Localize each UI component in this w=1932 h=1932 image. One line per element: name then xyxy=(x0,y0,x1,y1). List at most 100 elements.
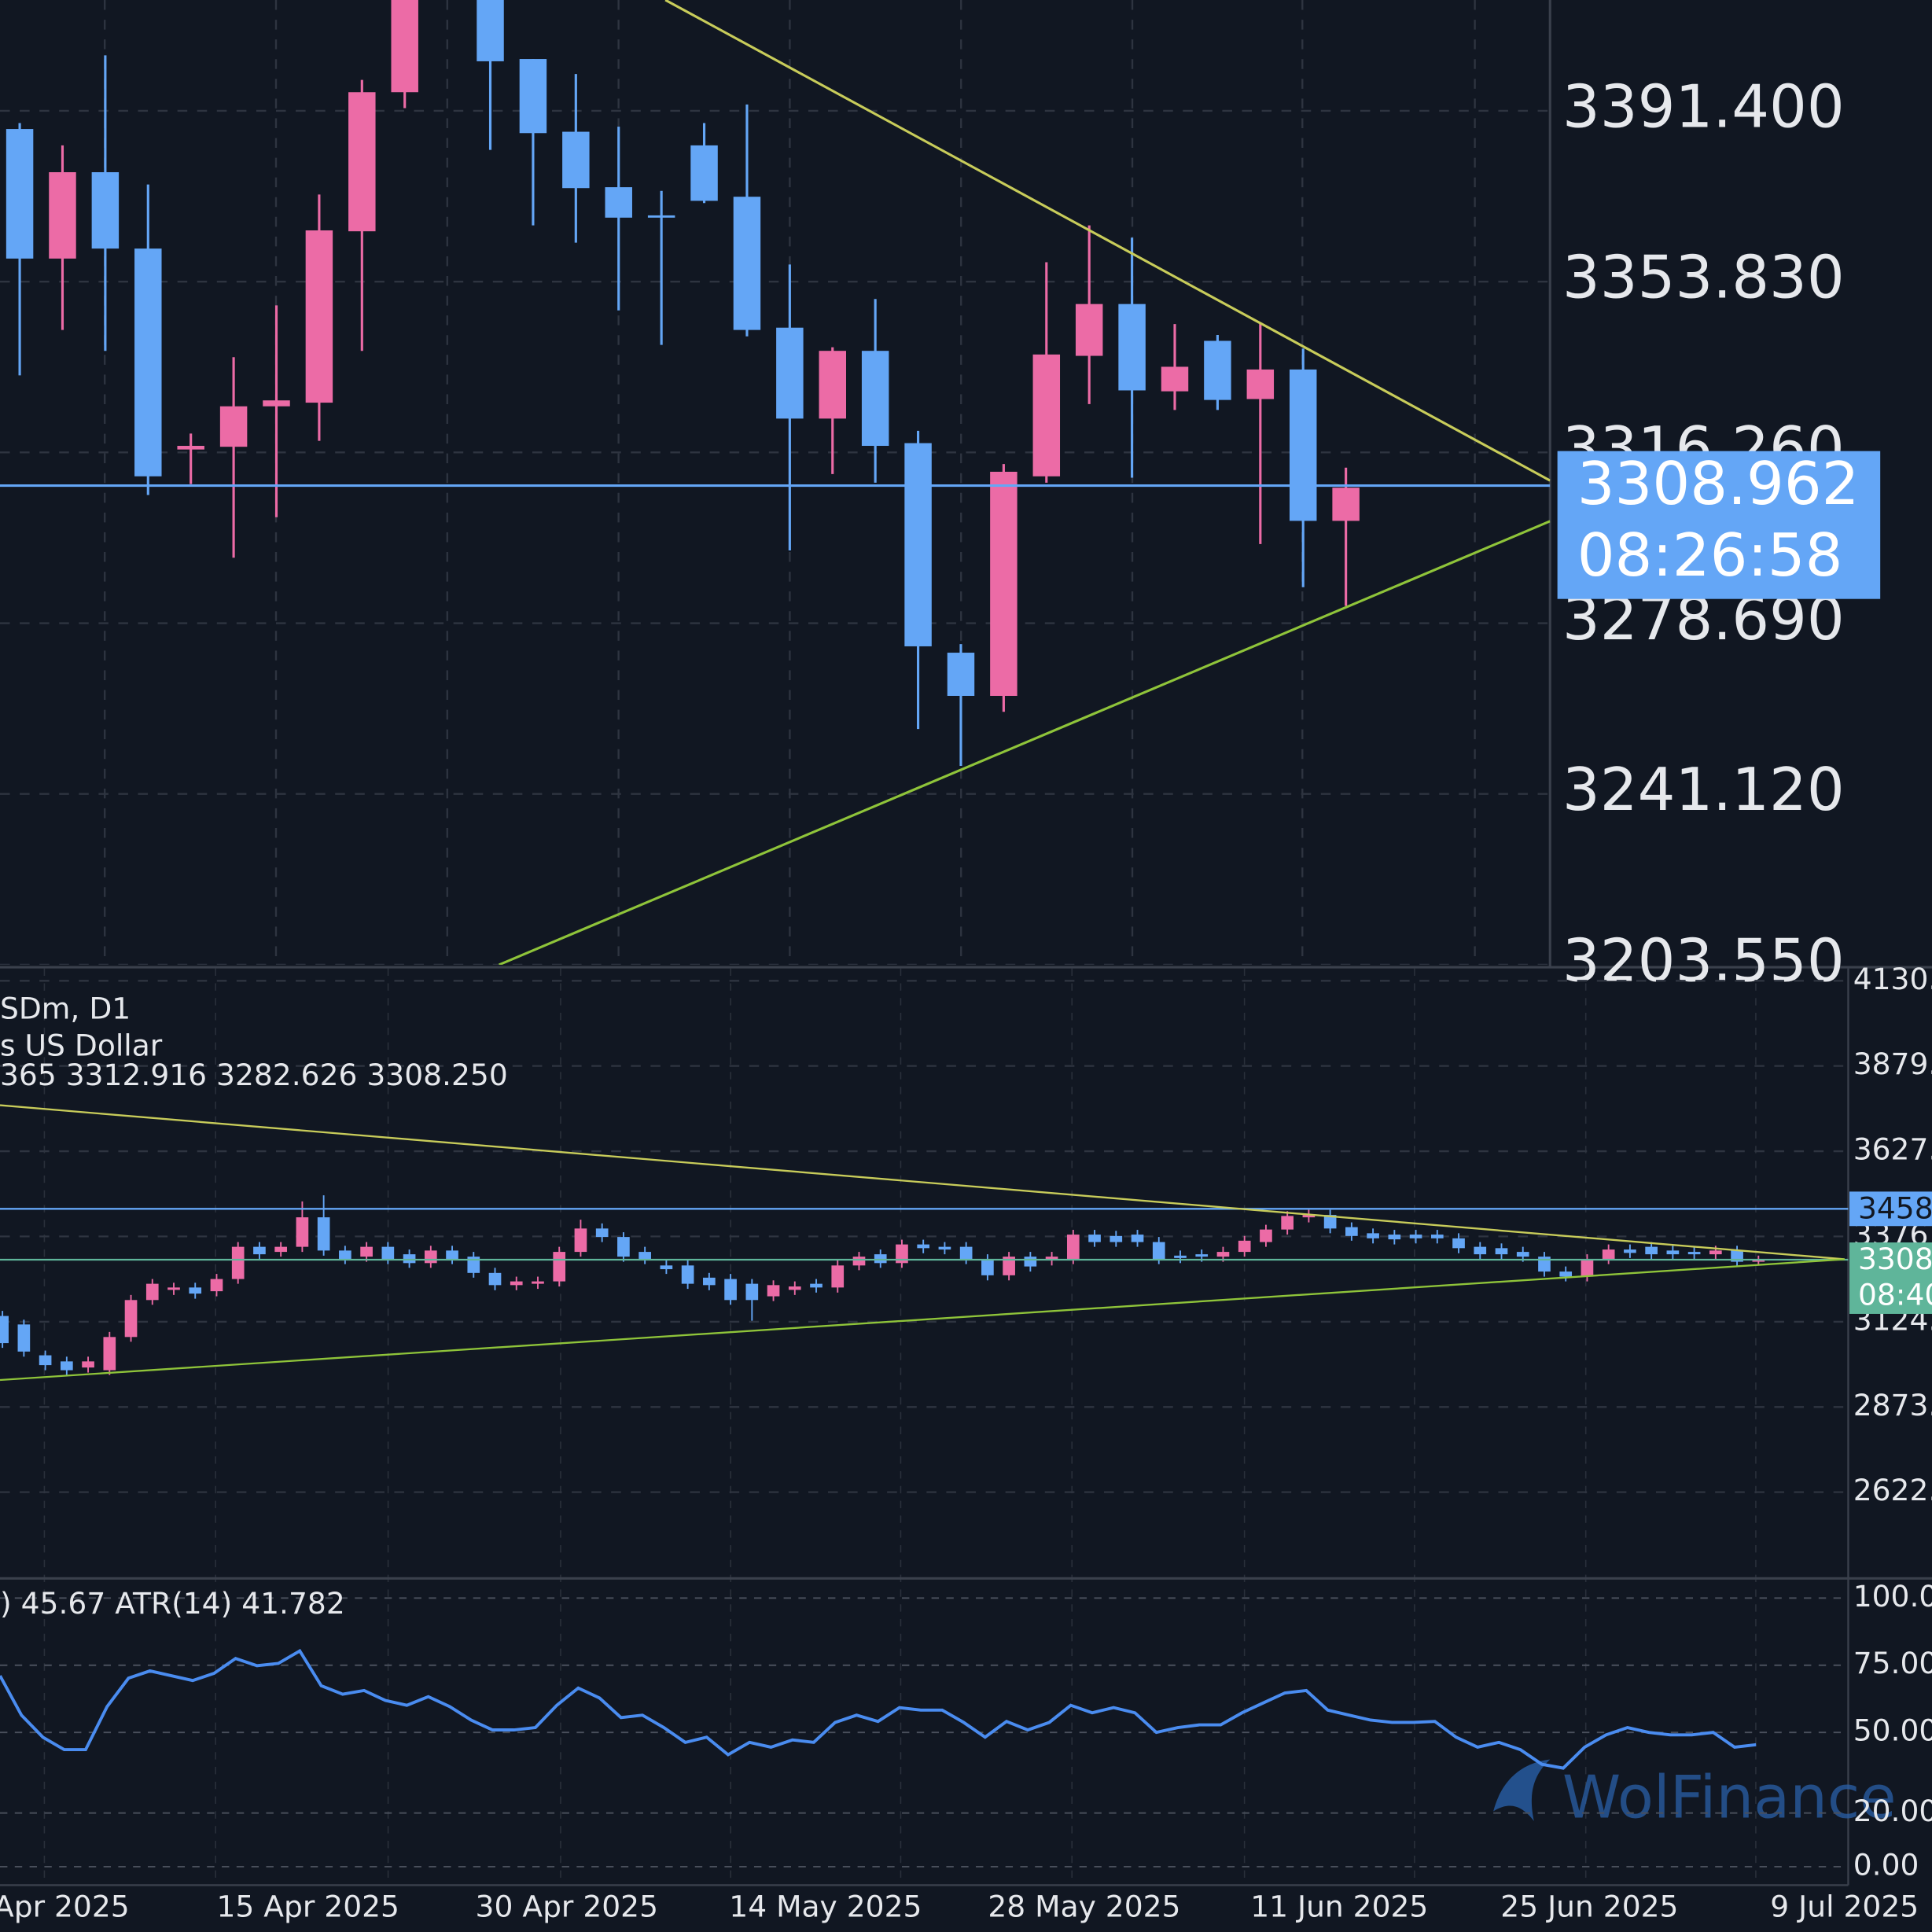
candle-body xyxy=(1260,1229,1272,1242)
candle-body xyxy=(231,1246,245,1279)
candle-body xyxy=(647,215,675,218)
candle-body xyxy=(947,653,975,696)
candle-body xyxy=(1075,304,1103,356)
candle-body xyxy=(317,1217,330,1251)
candle-body xyxy=(553,1252,566,1282)
candle-body xyxy=(861,351,889,447)
y-tick-label: 20.00 xyxy=(1853,1794,1932,1828)
candle-body xyxy=(1474,1246,1487,1255)
candle-body xyxy=(831,1265,845,1288)
candle-body xyxy=(690,145,718,201)
watermark-text: WolFinance xyxy=(1562,1762,1897,1831)
indicator-line xyxy=(0,1648,1757,1770)
x-tick-label: Apr 2025 xyxy=(0,1890,130,1924)
candle-body xyxy=(189,1287,202,1294)
candle-body xyxy=(1024,1257,1037,1267)
candle-body xyxy=(981,1259,994,1275)
candle-body xyxy=(776,327,804,419)
candle-body xyxy=(91,171,120,249)
candle-body xyxy=(1367,1233,1379,1238)
y-tick-label: 3353.830 xyxy=(1562,243,1845,312)
watermark: WolFinance xyxy=(1493,1759,1897,1831)
y-tick-label: 75.00 xyxy=(1853,1646,1932,1680)
candle-body xyxy=(1238,1240,1251,1253)
candle-body xyxy=(681,1265,694,1284)
candle-body xyxy=(617,1237,630,1257)
candle-body xyxy=(819,351,847,419)
candle-body xyxy=(1281,1216,1294,1230)
candle-body xyxy=(1174,1255,1187,1258)
level-label: 3308 xyxy=(1858,1242,1932,1276)
candle-body xyxy=(1246,369,1275,399)
y-tick-label: 0.00 xyxy=(1853,1847,1919,1882)
lower-grid xyxy=(43,968,1757,1886)
candle-body xyxy=(274,1246,288,1253)
candle-body xyxy=(1645,1246,1658,1255)
candle-body xyxy=(446,1250,458,1260)
bar-timer: 08:40 xyxy=(1858,1278,1932,1312)
candle-body xyxy=(219,406,248,447)
candle-body xyxy=(1161,366,1189,392)
candle-body xyxy=(1559,1271,1573,1277)
candle-body xyxy=(403,1254,416,1264)
candle-body xyxy=(990,471,1018,696)
y-tick-label: 100.0 xyxy=(1853,1579,1932,1614)
time-axis: Apr 2025 15 Apr 2025 30 Apr 2025 14 May 202… xyxy=(0,1890,1919,1924)
candle-body xyxy=(145,1283,159,1301)
candle-body xyxy=(1430,1235,1444,1238)
candle-body xyxy=(253,1246,266,1255)
candle-body xyxy=(61,1361,73,1371)
candle-body xyxy=(39,1355,52,1366)
candle-body xyxy=(959,1246,973,1260)
candle-body xyxy=(1581,1259,1594,1277)
candle-body xyxy=(1602,1249,1615,1260)
candle-body xyxy=(391,0,418,93)
candle-body xyxy=(1302,1215,1316,1218)
candle-body xyxy=(348,92,376,232)
candle-body xyxy=(210,1279,223,1292)
candle-body xyxy=(1152,1242,1165,1260)
candle-body xyxy=(1066,1235,1080,1260)
candle-body xyxy=(1495,1248,1508,1255)
candle-body xyxy=(1204,340,1231,400)
y-tick-label: 3391.400 xyxy=(1562,72,1845,141)
candle-body xyxy=(904,443,932,646)
candle-body xyxy=(360,1246,373,1257)
trendline xyxy=(499,520,1551,965)
level-box xyxy=(1849,1242,1932,1314)
candle-body xyxy=(724,1279,737,1301)
candle-body xyxy=(1624,1249,1636,1253)
candle-body xyxy=(1687,1252,1701,1255)
candle-body xyxy=(638,1252,651,1260)
candle-body xyxy=(852,1257,866,1266)
x-tick-label: 15 Apr 2025 xyxy=(217,1890,399,1924)
y-tick-label: 3627. xyxy=(1853,1132,1932,1167)
level-label: 3458 xyxy=(1858,1190,1932,1225)
y-tick-label: 2622. xyxy=(1853,1473,1932,1507)
candle-body xyxy=(467,1257,480,1273)
candle-body xyxy=(1216,1252,1230,1257)
trendline xyxy=(0,1258,1845,1382)
trendline xyxy=(0,1104,1845,1260)
candle-body xyxy=(1195,1254,1209,1257)
bar-timer: 08:26:58 xyxy=(1577,521,1843,590)
candle-body xyxy=(733,197,761,330)
candle-body xyxy=(1345,1227,1358,1236)
candle-body xyxy=(595,1228,609,1238)
candle-body xyxy=(124,1300,138,1338)
candle-body xyxy=(1516,1252,1529,1257)
x-tick-label: 9 Jul 2025 xyxy=(1770,1890,1919,1924)
x-tick-label: 30 Apr 2025 xyxy=(476,1890,658,1924)
candle-body xyxy=(1003,1257,1015,1275)
main-plot xyxy=(0,0,1551,965)
y-tick-label: 4130. xyxy=(1853,962,1932,996)
candle-body xyxy=(82,1361,94,1368)
candle-body xyxy=(574,1228,587,1253)
candle-body xyxy=(510,1281,523,1286)
x-tick-label: 11 Jun 2025 xyxy=(1250,1890,1428,1924)
bid-label: 3308.962 xyxy=(1577,449,1860,518)
candle-body xyxy=(381,1246,395,1260)
candle-body xyxy=(1388,1235,1401,1240)
